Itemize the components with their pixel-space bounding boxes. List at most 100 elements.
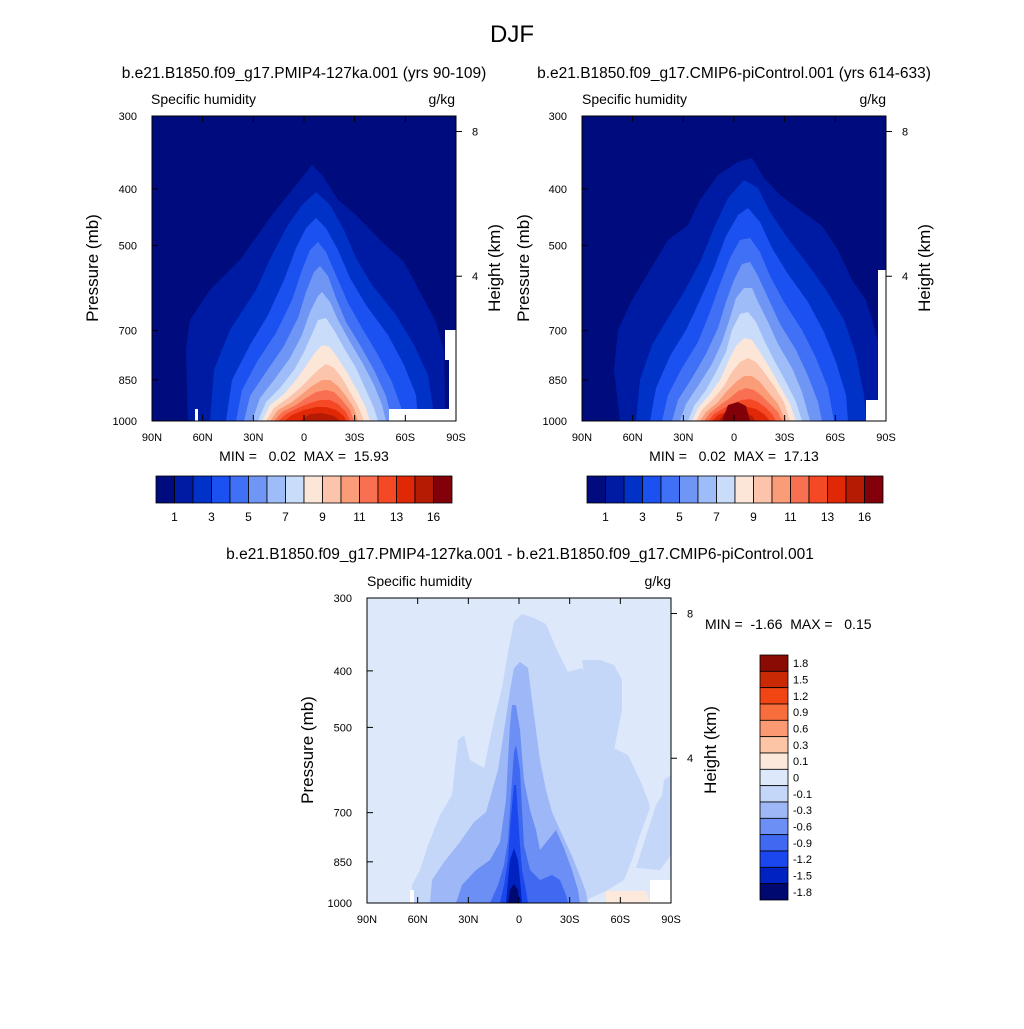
x-tick-label: 60S	[611, 914, 631, 926]
x-tick-label: 60S	[396, 432, 416, 444]
missing-data	[650, 880, 671, 903]
units-label: g/kg	[429, 91, 455, 107]
y-tick-label: 1000	[543, 416, 567, 428]
colorbar-label: 11	[353, 510, 366, 524]
x-tick-label: 30S	[345, 432, 365, 444]
colorbar-swatch	[322, 475, 342, 504]
colorbar-swatch	[660, 475, 680, 504]
colorbar-swatch	[790, 475, 810, 504]
x-tick-label: 60S	[826, 432, 846, 444]
min-max-readout: MIN = 0.02 MAX = 17.13	[649, 448, 819, 464]
y2-tick-label: 8	[687, 608, 693, 620]
variable-label: Specific humidity	[367, 573, 472, 589]
colorbar-label: 0.3	[793, 740, 808, 752]
y-tick-label: 850	[549, 375, 567, 387]
colorbar-swatch	[759, 654, 789, 672]
colorbar-swatch	[303, 475, 323, 504]
colorbar-swatch	[679, 475, 699, 504]
colorbar-swatch	[759, 752, 789, 770]
colorbar-label: 13	[821, 510, 835, 524]
colorbar-label: -1.8	[793, 887, 812, 899]
colorbar-swatch	[174, 475, 194, 504]
colorbar-swatch	[623, 475, 643, 504]
colorbar-swatch	[845, 475, 865, 504]
colorbar-label: 1	[602, 510, 609, 524]
colorbar-label: -0.1	[793, 789, 812, 801]
axes: 90N 60N 30N 0 30S 60S 90S 300 400 500 700 850 1000 8 4	[328, 593, 694, 926]
y-tick-label: 700	[549, 326, 567, 338]
contour-band	[606, 891, 650, 903]
colorbar-label: 13	[390, 510, 404, 524]
colorbar-swatch	[266, 475, 286, 504]
colorbar-label: -1.5	[793, 871, 812, 883]
units-label: g/kg	[860, 91, 886, 107]
contour-band	[582, 660, 622, 750]
panel-pmip4: b.e21.B1850.f09_g17.PMIP4-127ka.001 (yrs…	[83, 65, 504, 524]
x-tick-label: 90S	[661, 914, 681, 926]
x-tick-label: 90N	[572, 432, 592, 444]
page-title: DJF	[490, 21, 534, 48]
colorbar-swatch	[642, 475, 662, 504]
colorbar-swatch	[396, 475, 416, 504]
colorbar-label: 5	[245, 510, 252, 524]
panel-title: b.e21.B1850.f09_g17.CMIP6-piControl.001 …	[537, 65, 931, 82]
y-tick-label: 300	[334, 593, 352, 605]
colorbar-label: 0.9	[793, 707, 808, 719]
x-tick-label: 0	[731, 432, 737, 444]
contour-band	[500, 785, 528, 903]
colorbar-label: 0.1	[793, 756, 808, 768]
colorbar-swatch	[377, 475, 397, 504]
colorbar-swatch	[759, 670, 789, 689]
colorbar-swatch	[759, 768, 789, 787]
y2-tick-label: 8	[902, 126, 908, 138]
contour-band	[300, 413, 340, 421]
y-tick-label: 850	[119, 375, 137, 387]
colorbar-label: 0.6	[793, 724, 808, 736]
y-tick-label: 500	[119, 240, 137, 252]
contour-plot	[366, 597, 672, 904]
y2-axis-label: Height (km)	[915, 224, 934, 312]
variable-label: Specific humidity	[582, 91, 687, 107]
colorbar-swatch	[285, 475, 305, 504]
colorbar-label: -0.3	[793, 805, 812, 817]
x-tick-label: 0	[301, 432, 307, 444]
x-tick-label: 90N	[357, 914, 377, 926]
colorbar: 1 3 5 7 9 11 13 16	[586, 475, 884, 524]
colorbar: 1 3 5 7 9 11 13 16	[155, 475, 453, 524]
colorbar-swatch	[864, 475, 884, 504]
contour-band	[636, 775, 671, 870]
x-tick-label: 60N	[623, 432, 643, 444]
colorbar-swatch	[827, 475, 847, 504]
colorbar-label: 1	[171, 510, 178, 524]
colorbar-label: 0	[793, 773, 799, 785]
y2-tick-label: 4	[902, 271, 908, 283]
contour-plot	[581, 115, 887, 422]
colorbar-label: 7	[713, 510, 720, 524]
y-axis-label: Pressure (mb)	[298, 696, 317, 804]
x-tick-label: 90S	[446, 432, 466, 444]
colorbar-label: 1.8	[793, 658, 808, 670]
panel-title: b.e21.B1850.f09_g17.PMIP4-127ka.001 - b.…	[226, 546, 814, 563]
x-tick-label: 90S	[876, 432, 896, 444]
y-tick-label: 400	[549, 184, 567, 196]
y-tick-label: 500	[549, 240, 567, 252]
axes: 90N 60N 30N 0 30S 60S 90S 300 400 500 700 850 1000 8 4	[543, 111, 909, 444]
colorbar-label: 11	[784, 510, 797, 524]
missing-data	[445, 330, 456, 409]
colorbar-swatch	[605, 475, 625, 504]
colorbar-label: 16	[427, 510, 441, 524]
colorbar-swatch	[248, 475, 268, 504]
colorbar-label: 9	[319, 510, 326, 524]
y-tick-label: 300	[119, 111, 137, 123]
missing-data	[389, 409, 456, 421]
x-tick-label: 30N	[458, 914, 478, 926]
y-tick-label: 500	[334, 722, 352, 734]
colorbar-swatch	[155, 475, 175, 504]
colorbar-swatch	[192, 475, 212, 504]
colorbar-swatch	[759, 834, 789, 852]
colorbar-label: -0.6	[793, 822, 812, 834]
colorbar-swatch	[759, 850, 789, 868]
colorbar-swatch	[359, 475, 379, 504]
colorbar-label: 1.5	[793, 675, 808, 687]
